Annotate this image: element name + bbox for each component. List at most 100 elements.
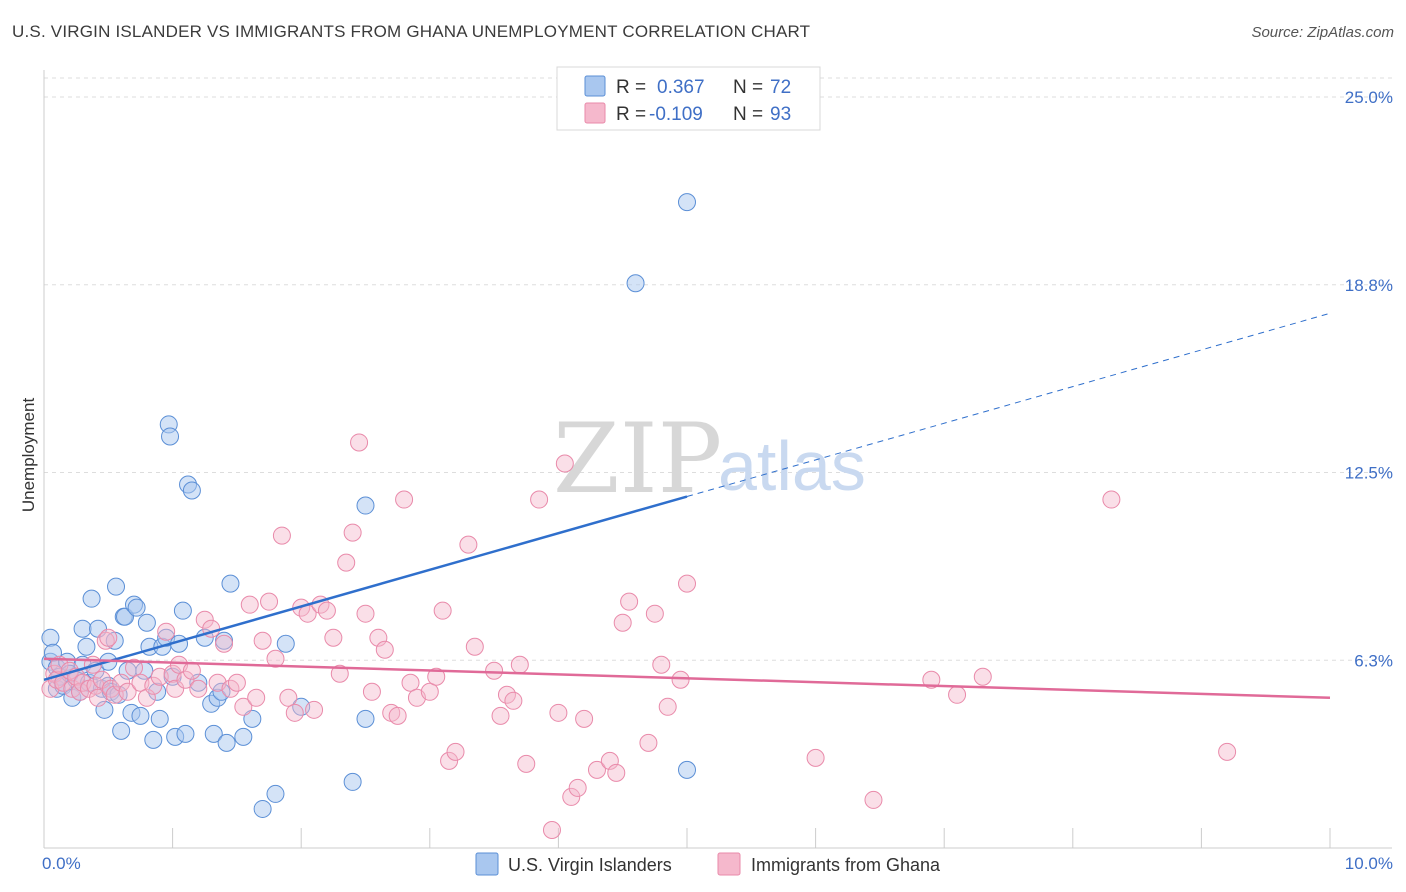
point-ghana	[465, 637, 484, 656]
point-ghana	[279, 688, 298, 707]
point-virgin-islanders	[112, 721, 131, 740]
point-ghana	[362, 682, 381, 701]
series-pink-points	[41, 433, 1237, 839]
watermark-atlas: atlas	[718, 427, 866, 505]
point-ghana	[671, 670, 690, 689]
point-ghana	[240, 595, 259, 614]
point-ghana	[555, 454, 574, 473]
tick-labels: 6.3% 12.5% 18.8% 25.0% 0.0% 10.0%	[42, 88, 1393, 873]
point-ghana	[144, 676, 163, 695]
point-ghana	[195, 610, 214, 629]
point-virgin-islanders	[356, 496, 375, 515]
point-ghana	[510, 655, 529, 674]
source-label: Source: ZipAtlas.com	[1251, 24, 1394, 41]
point-virgin-islanders	[131, 706, 150, 725]
point-ghana	[112, 673, 131, 692]
x-tick-label-max: 10.0%	[1345, 854, 1393, 873]
point-ghana	[587, 760, 606, 779]
point-ghana	[1102, 490, 1121, 509]
point-virgin-islanders	[243, 709, 262, 728]
series-legend-label-pink: Immigrants from Ghana	[751, 855, 941, 875]
point-virgin-islanders	[221, 574, 240, 593]
point-ghana	[568, 778, 587, 797]
series-legend-swatch-pink	[717, 852, 741, 876]
point-ghana	[92, 670, 111, 689]
point-virgin-islanders	[144, 730, 163, 749]
legend-n-value-pink: 93	[770, 104, 791, 125]
point-ghana	[305, 700, 324, 719]
point-ghana	[440, 751, 459, 770]
point-ghana	[562, 787, 581, 806]
point-ghana	[157, 622, 176, 641]
legend-r-value-blue: 0.367	[657, 77, 705, 98]
point-ghana	[337, 553, 356, 572]
legend-r-value-pink: -0.109	[649, 104, 703, 125]
point-virgin-islanders	[276, 634, 295, 653]
point-ghana	[678, 574, 696, 593]
point-ghana	[324, 628, 343, 647]
point-ghana	[658, 697, 677, 716]
point-ghana	[182, 661, 201, 680]
point-ghana	[1218, 742, 1237, 761]
point-ghana	[922, 670, 941, 689]
point-virgin-islanders	[217, 733, 236, 752]
point-ghana	[491, 706, 510, 725]
point-virgin-islanders	[176, 724, 195, 743]
point-ghana	[350, 433, 369, 452]
point-virgin-islanders	[150, 709, 169, 728]
point-ghana	[607, 763, 626, 782]
point-ghana	[96, 631, 115, 650]
point-ghana	[356, 604, 375, 623]
point-ghana	[125, 658, 144, 677]
point-ghana	[459, 535, 478, 554]
legend-n-value-blue: 72	[770, 77, 791, 98]
point-ghana	[575, 709, 594, 728]
point-ghana	[260, 592, 279, 611]
point-ghana	[317, 601, 336, 620]
y-axis-title: Unemployment	[19, 398, 38, 513]
point-ghana	[806, 748, 825, 767]
point-ghana	[343, 523, 362, 542]
point-ghana	[375, 640, 394, 659]
y-tick-label: 25.0%	[1345, 88, 1393, 107]
point-ghana	[395, 490, 414, 509]
point-ghana	[433, 601, 452, 620]
point-ghana	[485, 661, 504, 680]
point-virgin-islanders	[266, 784, 285, 803]
point-virgin-islanders	[204, 724, 223, 743]
point-virgin-islanders	[73, 619, 92, 638]
legend-n-label-pink: N =	[733, 104, 763, 125]
point-ghana	[973, 667, 992, 686]
trend-lines	[43, 312, 1331, 700]
point-ghana	[948, 685, 967, 704]
trend-line-blue-extension	[686, 312, 1331, 498]
gridlines	[44, 77, 1392, 661]
point-ghana	[530, 490, 549, 509]
point-virgin-islanders	[356, 709, 375, 728]
point-ghana	[166, 679, 185, 698]
point-ghana	[99, 628, 118, 647]
point-ghana	[652, 655, 671, 674]
point-ghana	[639, 733, 658, 752]
point-ghana	[247, 688, 266, 707]
point-ghana	[272, 526, 291, 545]
trend-line-pink	[43, 657, 1331, 700]
y-tick-label: 18.8%	[1345, 276, 1393, 295]
point-virgin-islanders	[173, 601, 192, 620]
point-virgin-islanders	[137, 613, 156, 632]
point-virgin-islanders	[77, 637, 96, 656]
point-virgin-islanders	[161, 427, 180, 446]
legend-swatch-blue	[584, 75, 606, 97]
point-ghana	[504, 691, 523, 710]
point-ghana	[266, 649, 285, 668]
point-ghana	[227, 673, 246, 692]
series-legend: U.S. Virgin Islanders Immigrants from Gh…	[475, 852, 941, 876]
legend-r-label-blue: R =	[616, 77, 646, 98]
point-ghana	[401, 673, 420, 692]
correlation-legend: R = 0.367 N = 72 R = -0.109 N = 93	[556, 66, 821, 131]
legend-n-label-blue: N =	[733, 77, 763, 98]
point-virgin-islanders	[82, 589, 101, 608]
point-ghana	[215, 634, 234, 653]
point-virgin-islanders	[343, 772, 362, 791]
point-ghana	[176, 670, 195, 689]
